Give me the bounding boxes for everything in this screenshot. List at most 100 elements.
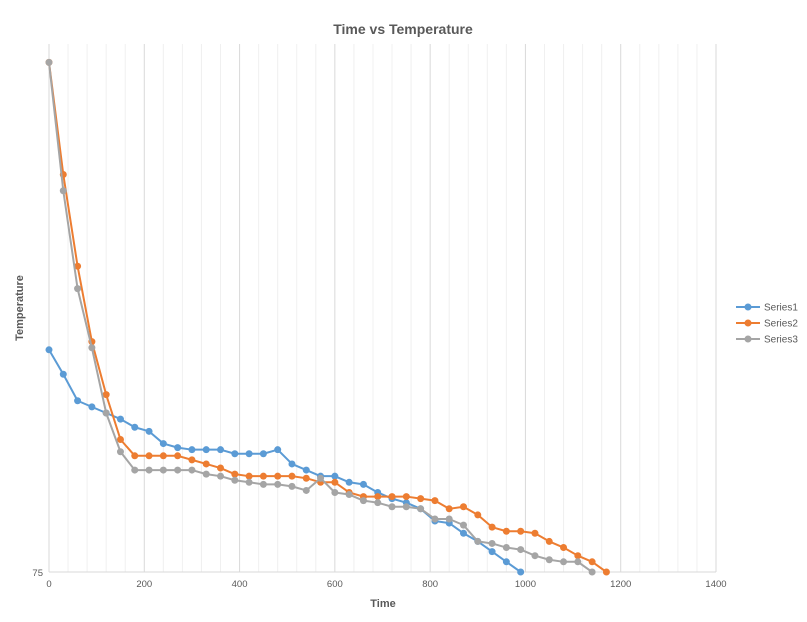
data-point (359, 480, 367, 488)
data-point (445, 515, 453, 523)
data-point (202, 460, 210, 468)
data-point (274, 480, 282, 488)
data-point (531, 552, 539, 560)
data-point (202, 470, 210, 478)
data-point (388, 503, 396, 511)
data-point (331, 488, 339, 496)
data-point (231, 450, 239, 458)
data-point (159, 440, 167, 448)
data-point (488, 548, 496, 556)
x-tick-labels: 0 200 400 600 800 1000 1200 1400 (46, 579, 726, 590)
legend-marker (744, 335, 752, 343)
x-tick-label: 400 (232, 579, 248, 590)
data-point (502, 527, 510, 535)
chart-title: Time vs Temperature (333, 21, 473, 37)
data-point (560, 544, 568, 552)
y-axis-title: Temperature (14, 275, 26, 341)
series-line (48, 349, 522, 573)
data-point (331, 472, 339, 480)
data-point (545, 537, 553, 545)
data-point (59, 187, 67, 195)
data-point (402, 493, 410, 501)
data-point (259, 480, 267, 488)
data-point (502, 558, 510, 566)
data-point (302, 486, 310, 494)
data-point (217, 446, 225, 454)
data-point (302, 474, 310, 482)
data-point (488, 539, 496, 547)
x-tick-label: 0 (46, 579, 51, 590)
data-point (288, 460, 296, 468)
x-tick-label: 1400 (705, 579, 726, 590)
legend-item: Series3 (736, 335, 798, 346)
data-point (517, 568, 525, 576)
data-point (74, 262, 82, 270)
data-point (102, 409, 110, 417)
data-point (45, 346, 53, 354)
data-point (588, 558, 596, 566)
data-point (188, 446, 196, 454)
data-point (159, 466, 167, 474)
data-point (202, 446, 210, 454)
data-point (359, 497, 367, 505)
data-point (259, 472, 267, 480)
data-point (116, 415, 124, 423)
data-point (245, 478, 253, 486)
data-point (259, 450, 267, 458)
x-tick-label: 1200 (610, 579, 631, 590)
data-point (374, 499, 382, 507)
data-point (331, 478, 339, 486)
data-point (88, 403, 96, 411)
legend: Series1 Series2 Series3 (736, 303, 798, 346)
data-point (417, 505, 425, 513)
x-axis-title: Time (370, 598, 395, 610)
data-point (459, 529, 467, 537)
data-point (317, 474, 325, 482)
x-tick-label: 200 (136, 579, 152, 590)
data-point (217, 464, 225, 472)
data-point (517, 527, 525, 535)
data-point (188, 466, 196, 474)
data-point (345, 478, 353, 486)
data-point (159, 452, 167, 460)
data-point (131, 423, 139, 431)
data-point (131, 452, 139, 460)
data-point (217, 472, 225, 480)
legend-label: Series1 (764, 303, 798, 314)
data-point (345, 491, 353, 499)
data-point (274, 472, 282, 480)
data-point (102, 391, 110, 399)
data-point (574, 552, 582, 560)
series-layer (45, 58, 610, 576)
legend-item: Series1 (736, 303, 798, 314)
series-line (48, 62, 608, 573)
data-point (74, 285, 82, 293)
data-point (488, 523, 496, 531)
minor-gridlines (67, 44, 698, 572)
data-point (145, 427, 153, 435)
data-point (431, 515, 439, 523)
y-tick-labels: 75 (32, 568, 43, 579)
data-point (445, 505, 453, 513)
data-point (388, 493, 396, 501)
x-tick-label: 600 (327, 579, 343, 590)
series-2 (45, 58, 610, 576)
data-point (474, 511, 482, 519)
data-point (502, 544, 510, 552)
legend-label: Series3 (764, 335, 798, 346)
data-point (45, 58, 53, 66)
data-point (474, 537, 482, 545)
legend-marker (744, 319, 752, 327)
data-point (459, 503, 467, 511)
data-point (531, 529, 539, 537)
data-point (274, 446, 282, 454)
data-point (374, 493, 382, 501)
data-point (459, 521, 467, 529)
series-3 (45, 58, 596, 576)
data-point (145, 452, 153, 460)
x-tick-label: 800 (422, 579, 438, 590)
data-point (88, 344, 96, 352)
data-point (245, 450, 253, 458)
data-point (231, 470, 239, 478)
